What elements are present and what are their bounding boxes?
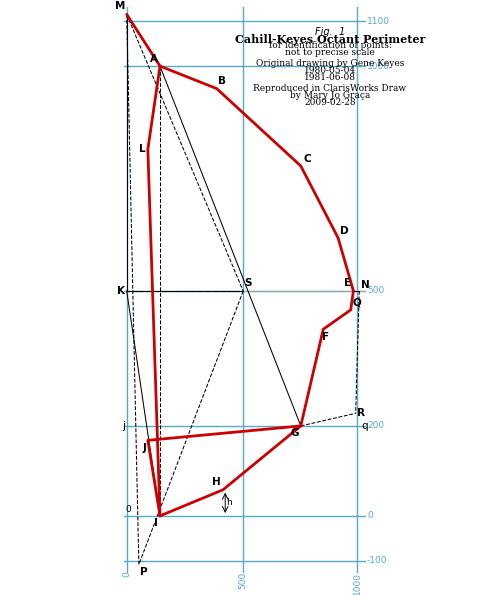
Text: Original drawing by Gene Keyes: Original drawing by Gene Keyes	[256, 59, 404, 68]
Text: 200: 200	[367, 421, 384, 430]
Text: E: E	[343, 278, 351, 288]
Text: P: P	[140, 566, 147, 577]
Text: F: F	[322, 333, 329, 342]
Text: G: G	[291, 428, 299, 438]
Text: Fig.  1: Fig. 1	[315, 27, 345, 36]
Text: Q: Q	[352, 298, 361, 308]
Text: B: B	[219, 76, 226, 86]
Text: 500: 500	[239, 572, 248, 589]
Text: j: j	[122, 421, 125, 431]
Text: 0: 0	[122, 572, 131, 577]
Text: 1000: 1000	[367, 62, 390, 71]
Text: 2009-02-28: 2009-02-28	[304, 99, 356, 108]
Text: 1981-06-08: 1981-06-08	[304, 73, 356, 82]
Text: J: J	[142, 443, 146, 453]
Text: A: A	[150, 54, 158, 64]
Text: 500: 500	[367, 286, 384, 296]
Text: -100: -100	[367, 556, 388, 565]
Text: 1980-05-04: 1980-05-04	[304, 66, 356, 75]
Text: 0: 0	[125, 505, 131, 514]
Text: h: h	[226, 499, 232, 508]
Text: Reproduced in ClarisWorks Draw: Reproduced in ClarisWorks Draw	[253, 84, 407, 93]
Text: R: R	[357, 408, 366, 418]
Text: S: S	[245, 278, 252, 289]
Text: L: L	[140, 145, 146, 154]
Text: I: I	[154, 518, 158, 528]
Text: D: D	[341, 226, 349, 236]
Text: C: C	[303, 154, 311, 164]
Text: by Mary Jo Graça: by Mary Jo Graça	[290, 91, 370, 101]
Text: M: M	[115, 1, 125, 11]
Text: not to precise scale: not to precise scale	[285, 48, 375, 57]
Text: H: H	[212, 477, 221, 487]
Text: q: q	[361, 421, 368, 431]
Text: 1100: 1100	[367, 17, 390, 26]
Text: Cahill-Keyes Octant Perimeter: Cahill-Keyes Octant Perimeter	[235, 34, 425, 45]
Text: for identification of points:: for identification of points:	[269, 41, 392, 50]
Text: 1000: 1000	[352, 572, 362, 594]
Text: K: K	[117, 286, 125, 296]
Text: N: N	[361, 280, 370, 290]
Text: 0: 0	[367, 511, 372, 521]
